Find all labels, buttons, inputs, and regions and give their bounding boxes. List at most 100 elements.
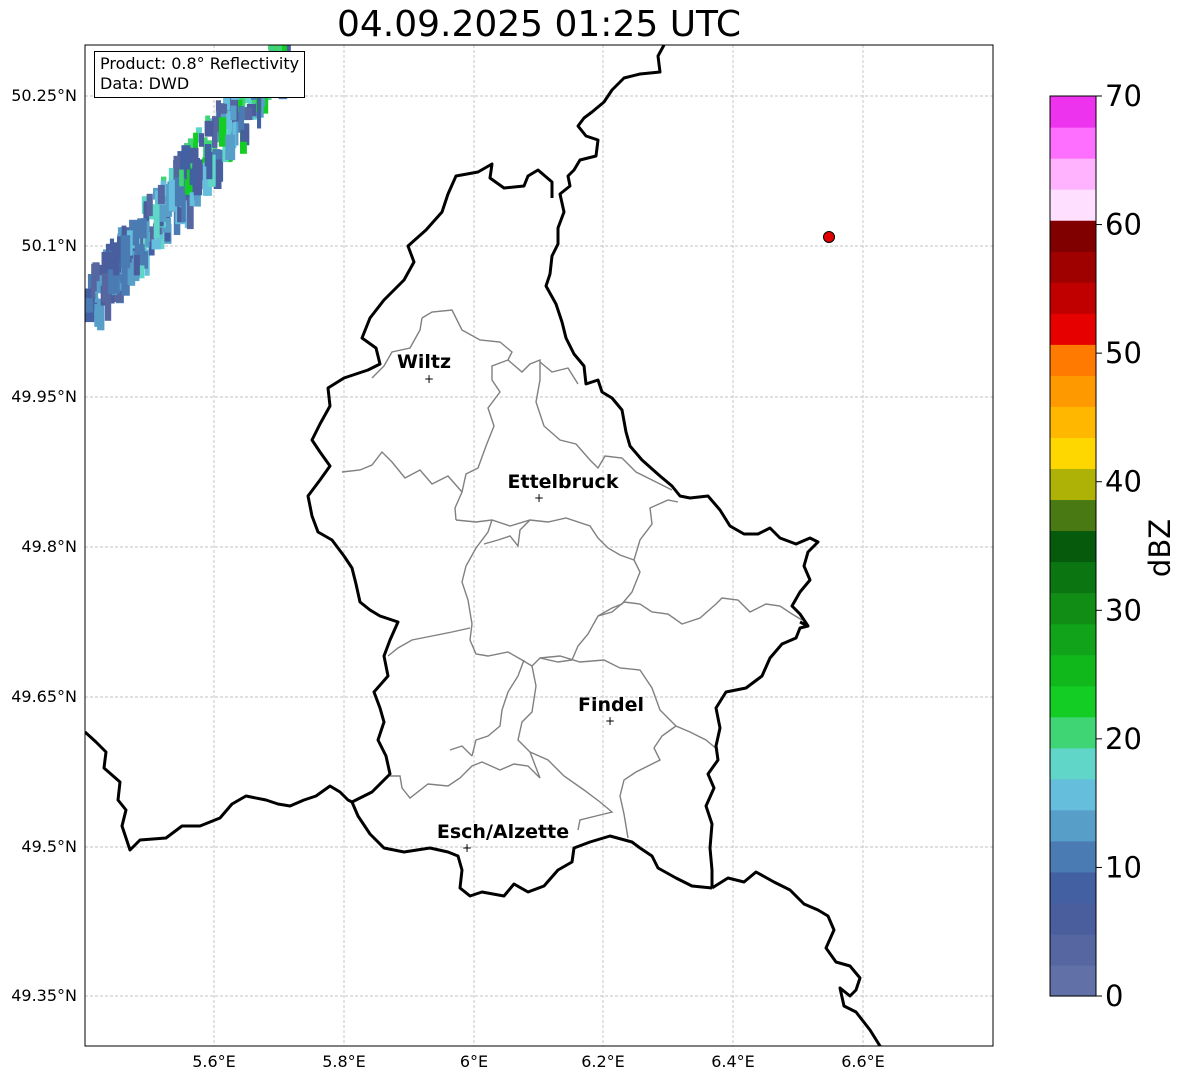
lon-tick-label: 6.2°E xyxy=(581,1052,625,1071)
colorbar-segment xyxy=(1050,189,1096,221)
city-markers: Wiltz + Ettelbruck + Findel + Esch/Alzet… xyxy=(397,351,644,855)
radar-echo-cell xyxy=(173,155,181,185)
colorbar xyxy=(1050,96,1096,997)
radar-echo-cell xyxy=(217,103,227,114)
radar-echo-cell xyxy=(280,45,289,50)
radar-echo-cell xyxy=(122,259,128,287)
radar-echo-cell xyxy=(230,105,237,121)
longitude-axis: 5.6°E 5.8°E 6°E 6.2°E 6.4°E 6.6°E xyxy=(192,1052,885,1071)
colorbar-tick-label: 10 xyxy=(1105,850,1142,884)
radar-echo-cell xyxy=(218,117,227,147)
radar-echo-cell xyxy=(162,184,173,217)
colorbar-segment xyxy=(1050,592,1096,625)
radar-echo-cell xyxy=(268,45,277,51)
colorbar-tick-label: 20 xyxy=(1105,722,1142,756)
lon-tick-label: 6.6°E xyxy=(841,1052,885,1071)
radar-echo-cell xyxy=(94,303,100,327)
colorbar-segment xyxy=(1050,344,1096,376)
city-findel: Findel + xyxy=(578,694,644,728)
radar-echo-cell xyxy=(227,110,232,141)
radar-echo-cell xyxy=(182,167,193,196)
radar-echo-cell xyxy=(193,132,198,155)
radar-echo-cell xyxy=(204,144,212,167)
data-source-label: Data: DWD xyxy=(100,74,190,93)
radar-echo-cell xyxy=(212,149,221,160)
radar-echo-cell xyxy=(189,147,199,164)
lon-tick-label: 5.6°E xyxy=(192,1052,236,1071)
colorbar-segment xyxy=(1050,530,1096,563)
colorbar-tick-label: 70 xyxy=(1105,79,1142,113)
country-borders xyxy=(85,45,882,1046)
radar-echo-cell xyxy=(168,179,176,211)
colorbar-label: dBZ xyxy=(1143,519,1177,577)
radar-echo-cell xyxy=(133,254,140,276)
radar-echo-cell xyxy=(134,244,145,266)
colorbar-segment xyxy=(1050,96,1096,128)
colorbar-tick-label: 0 xyxy=(1105,979,1123,1013)
radar-site-marker xyxy=(823,231,835,243)
radar-echo-cell xyxy=(257,94,262,129)
radar-echo-cell xyxy=(114,261,120,294)
colorbar-segment xyxy=(1050,747,1096,780)
radar-echo-cell xyxy=(146,193,153,217)
radar-echo-cell xyxy=(139,256,145,279)
city-wiltz: Wiltz + xyxy=(397,351,451,386)
radar-echo-cell xyxy=(161,218,172,233)
colorbar-segment xyxy=(1050,840,1096,873)
radar-echo-cell xyxy=(91,275,96,300)
radar-echo-cell xyxy=(153,204,160,239)
radar-echo-cell xyxy=(120,235,131,269)
radar-echo-cell xyxy=(101,273,110,303)
colorbar-segment xyxy=(1050,716,1096,749)
radar-echo-cell xyxy=(104,291,112,321)
radar-echo-cell xyxy=(225,134,236,160)
gridlines xyxy=(85,45,993,1046)
colorbar-segment xyxy=(1050,654,1096,687)
colorbar-tick-label: 40 xyxy=(1105,465,1142,499)
radar-echo-cell xyxy=(238,106,245,130)
city-label: Ettelbruck xyxy=(508,471,619,493)
lat-tick-label: 50.1°N xyxy=(21,236,77,255)
radar-echo-cell xyxy=(101,251,112,266)
map-title: 04.09.2025 01:25 UTC xyxy=(336,4,742,45)
colorbar-segment xyxy=(1050,282,1096,314)
radar-echo-cell xyxy=(278,19,285,35)
radar-echo-cell xyxy=(168,167,177,189)
radar-echo-cell xyxy=(126,262,134,286)
city-label: Wiltz xyxy=(397,351,451,373)
city-point-icon: + xyxy=(534,491,544,505)
radar-echo-cell xyxy=(114,290,124,303)
radar-echo-cell xyxy=(273,34,278,44)
radar-echo-cell xyxy=(213,159,222,189)
radar-echo-cell xyxy=(137,218,147,239)
lat-tick-label: 49.35°N xyxy=(11,986,77,1005)
radar-echo-cell xyxy=(121,225,127,239)
colorbar-segment xyxy=(1050,871,1096,904)
colorbar-segment xyxy=(1050,313,1096,345)
radar-echo-cell xyxy=(92,262,100,282)
radar-echo-cell xyxy=(174,177,185,207)
colorbar-segment xyxy=(1050,499,1096,532)
product-info-box: Product: 0.8° Reflectivity Data: DWD xyxy=(94,51,306,98)
radar-echo-cell xyxy=(274,30,279,44)
colorbar-segment xyxy=(1050,561,1096,594)
colorbar-segment xyxy=(1050,375,1096,407)
radar-echo-cell xyxy=(129,219,139,246)
radar-echo-cell xyxy=(238,99,243,113)
radar-echo-cell xyxy=(285,11,290,35)
lat-tick-label: 50.25°N xyxy=(11,86,77,105)
radar-echo-cell xyxy=(112,243,120,276)
colorbar-segment xyxy=(1050,933,1096,966)
radar-echo-cell xyxy=(204,120,214,137)
radar-echo-cell xyxy=(147,226,155,246)
colorbar-segment xyxy=(1050,251,1096,283)
colorbar-segment xyxy=(1050,437,1096,470)
radar-echo-cell xyxy=(159,205,167,222)
radar-echo-cell xyxy=(212,116,218,148)
radar-echo-cell xyxy=(202,162,212,196)
colorbar-segment xyxy=(1050,623,1096,656)
lat-tick-label: 49.5°N xyxy=(21,837,77,856)
colorbar-segment xyxy=(1050,220,1096,252)
product-label: Product: 0.8° Reflectivity xyxy=(100,54,300,73)
radar-echo-cell xyxy=(145,221,150,248)
